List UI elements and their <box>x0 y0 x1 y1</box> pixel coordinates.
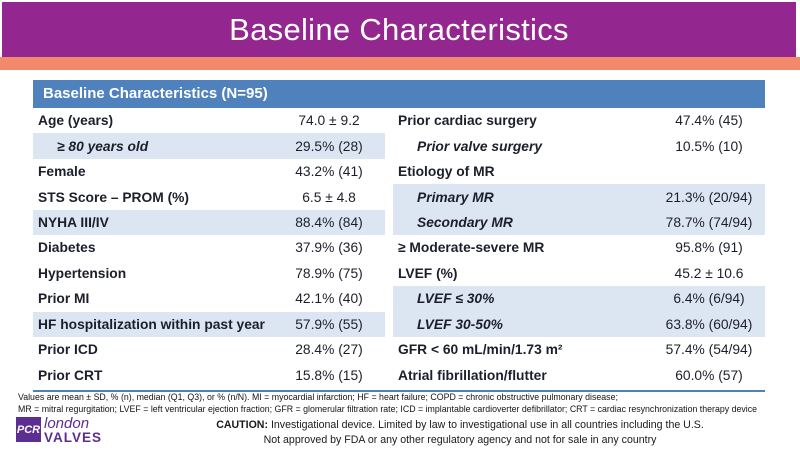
logo-wordmark: london VALVES <box>44 415 103 445</box>
row-label: LVEF (%) <box>398 265 458 281</box>
row-value: 10.5% (10) <box>675 138 743 154</box>
caution-text: CAUTION: Investigational device. Limited… <box>150 418 770 448</box>
table-left-column: Age (years) 74.0 ± 9.2 ≥ 80 years old 29.5%… <box>33 108 385 388</box>
row-value: 60.0% (57) <box>675 367 743 383</box>
row-label: STS Score – PROM (%) <box>38 189 190 205</box>
table-row: Diabetes 37.9% (36) <box>33 235 385 260</box>
row-value: 74.0 ± 9.2 <box>298 113 360 129</box>
row-label: Prior valve surgery <box>417 138 543 154</box>
table-row: Hypertension 78.9% (75) <box>33 261 385 286</box>
row-label: LVEF 30-50% <box>417 316 503 332</box>
footnote-line2: MR = mitral regurgitation; LVEF = left v… <box>18 403 758 414</box>
row-value: 29.5% (28) <box>295 138 363 154</box>
table-row: ≥ Moderate-severe MR 95.8% (91) <box>393 235 765 260</box>
table-row: GFR < 60 mL/min/1.73 m² 57.4% (54/94) <box>393 337 765 362</box>
caution-line1: CAUTION: Investigational device. Limited… <box>150 418 770 433</box>
table-row: Etiology of MR <box>393 159 765 184</box>
table-row: Prior valve surgery 10.5% (10) <box>393 133 765 158</box>
row-value: 57.9% (55) <box>295 316 363 332</box>
row-label: Age (years) <box>38 113 114 129</box>
row-value: 63.8% (60/94) <box>665 316 753 332</box>
row-value: 28.4% (27) <box>295 342 363 358</box>
row-label: Prior MI <box>38 291 90 307</box>
footnote-line1: Values are mean ± SD, % (n), median (Q1,… <box>18 392 618 402</box>
table-row: Prior cardiac surgery 47.4% (45) <box>393 108 765 133</box>
row-value: 45.2 ± 10.6 <box>674 265 744 281</box>
pcr-logo-text: PCR <box>16 423 41 436</box>
row-label: Atrial fibrillation/flutter <box>398 367 547 383</box>
table-bottom-rule <box>33 389 765 392</box>
row-value: 21.3% (20/94) <box>665 189 753 205</box>
table-row: Prior CRT 15.8% (15) <box>33 362 385 387</box>
table-row: ≥ 80 years old 29.5% (28) <box>33 133 385 159</box>
caution-line1-text: Investigational device. Limited by law t… <box>270 419 704 431</box>
table-row: Secondary MR 78.7% (74/94) <box>393 209 765 236</box>
row-label: ≥ Moderate-severe MR <box>398 240 545 256</box>
row-label: Prior ICD <box>38 342 98 358</box>
row-value: 42.1% (40) <box>295 291 363 307</box>
table-row: Primary MR 21.3% (20/94) <box>393 184 765 210</box>
table-header: Baseline Characteristics (N=95) <box>33 80 765 108</box>
row-label: ≥ 80 years old <box>57 138 149 154</box>
row-label: LVEF ≤ 30% <box>417 291 495 307</box>
title-banner: Baseline Characteristics <box>2 2 796 57</box>
row-label: NYHA III/IV <box>38 214 109 230</box>
table-row: Prior MI 42.1% (40) <box>33 286 385 311</box>
table-row: Age (years) 74.0 ± 9.2 <box>33 108 385 133</box>
row-value: 6.5 ± 4.8 <box>302 189 356 205</box>
row-value: 37.9% (36) <box>295 240 363 256</box>
row-label: Etiology of MR <box>398 164 495 180</box>
pcr-logo-icon: PCR <box>16 417 41 442</box>
table-row: Female 43.2% (41) <box>33 159 385 184</box>
table-body: Age (years) 74.0 ± 9.2 ≥ 80 years old 29.5%… <box>33 108 765 388</box>
row-value: 57.4% (54/94) <box>665 342 753 358</box>
row-value: 47.4% (45) <box>675 113 743 129</box>
column-gap <box>385 108 393 388</box>
footnote: Values are mean ± SD, % (n), median (Q1,… <box>18 392 757 415</box>
table-row: STS Score – PROM (%) 6.5 ± 4.8 <box>33 184 385 209</box>
caution-label: CAUTION: <box>216 419 268 431</box>
table-right-column: Prior cardiac surgery 47.4% (45) Prior val… <box>393 108 765 388</box>
row-value: 95.8% (91) <box>675 240 743 256</box>
table-row: LVEF (%) 45.2 ± 10.6 <box>393 261 765 286</box>
table-row: HF hospitalization within past year 57.9%… <box>33 311 385 337</box>
table-row: LVEF ≤ 30% 6.4% (6/94) <box>393 286 765 312</box>
logo-london-text: london <box>44 415 90 432</box>
row-value: 78.9% (75) <box>295 265 363 281</box>
table-row: NYHA III/IV 88.4% (84) <box>33 209 385 236</box>
row-label: Primary MR <box>417 189 494 205</box>
accent-stripe <box>0 57 800 70</box>
row-value: 88.4% (84) <box>295 214 363 230</box>
row-label: Prior cardiac surgery <box>398 113 537 129</box>
pcr-london-valves-logo: PCR london VALVES <box>16 415 103 445</box>
logo-valves-text: VALVES <box>44 430 103 445</box>
row-value: 15.8% (15) <box>295 367 363 383</box>
table-row: Prior ICD 28.4% (27) <box>33 337 385 362</box>
row-label: Hypertension <box>38 265 127 281</box>
baseline-characteristics-table: Baseline Characteristics (N=95) Age (yea… <box>33 80 765 392</box>
row-label: Prior CRT <box>38 367 103 383</box>
caution-line2: Not approved by FDA or any other regulat… <box>263 434 657 446</box>
row-value: 43.2% (41) <box>295 164 363 180</box>
row-label: Female <box>38 164 86 180</box>
row-label: GFR < 60 mL/min/1.73 m² <box>398 342 563 358</box>
table-row: Atrial fibrillation/flutter 60.0% (57) <box>393 362 765 387</box>
row-label: HF hospitalization within past year <box>38 316 265 332</box>
table-row: LVEF 30-50% 63.8% (60/94) <box>393 311 765 337</box>
slide-title: Baseline Characteristics <box>229 11 569 47</box>
row-label: Secondary MR <box>417 214 513 230</box>
row-value: 78.7% (74/94) <box>665 214 753 230</box>
row-value: 6.4% (6/94) <box>673 291 745 307</box>
row-label: Diabetes <box>38 240 96 256</box>
